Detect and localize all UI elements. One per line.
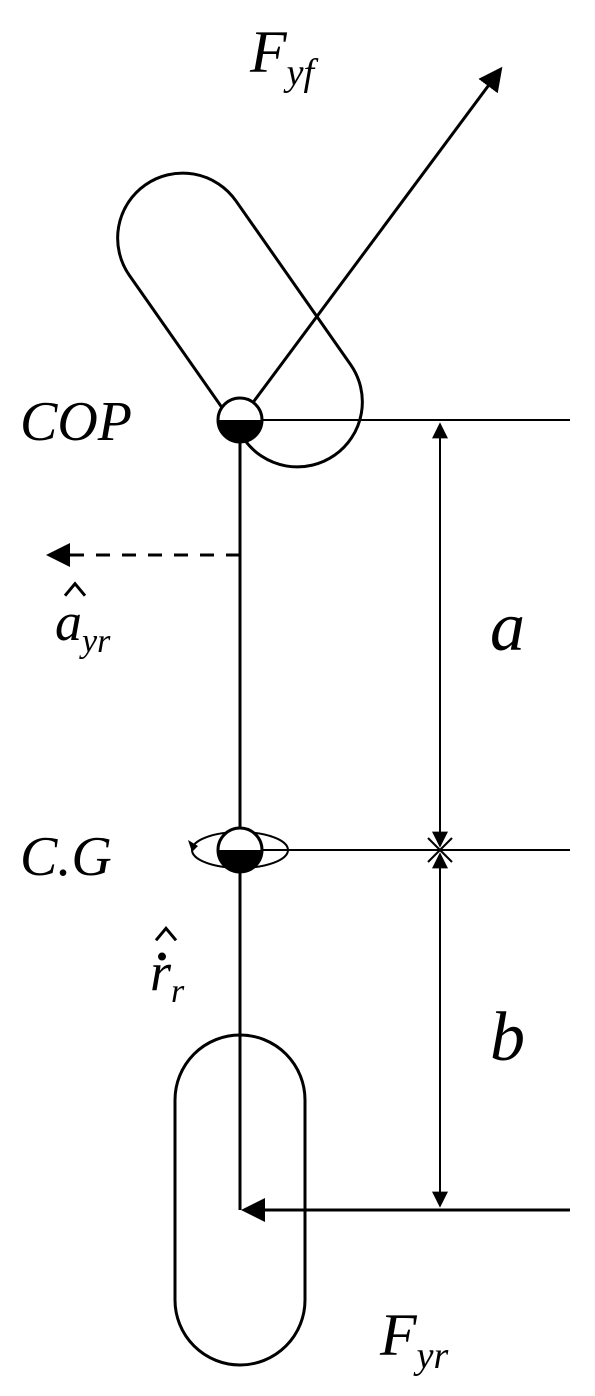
label-fyf: Fyf (249, 19, 319, 94)
label-fyr: Fyr (379, 1302, 449, 1377)
label-cg: C.G (20, 826, 112, 888)
label-cop: COP (20, 391, 132, 453)
label-rr: rr (150, 928, 185, 1010)
svg-text:ayr: ayr (55, 592, 111, 660)
label-dim-b: b (490, 999, 525, 1076)
svg-text:rr: rr (150, 942, 185, 1010)
force-fyf-arrow (240, 70, 500, 420)
label-ayr: ayr (55, 584, 111, 660)
cop-node (218, 398, 262, 442)
cg-node (218, 828, 262, 872)
label-dim-a: a (490, 589, 525, 666)
